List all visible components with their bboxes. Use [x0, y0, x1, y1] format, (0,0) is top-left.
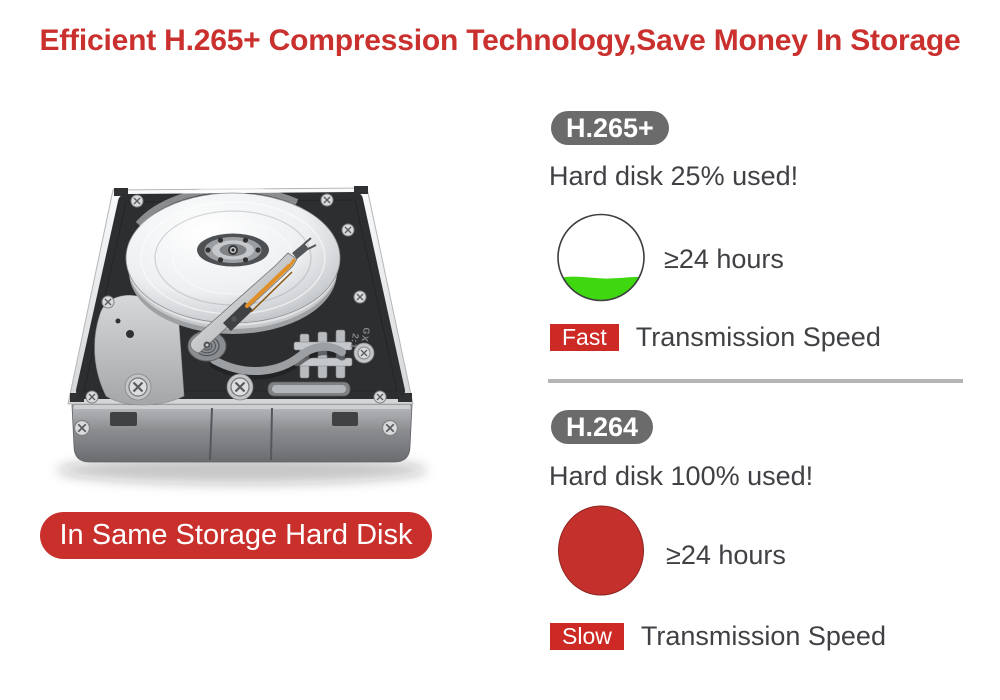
duration-text-h265: ≥24 hours [664, 244, 784, 274]
same-storage-caption-label: In Same Storage Hard Disk [59, 519, 413, 551]
disk-usage-chart-h264 [558, 505, 644, 596]
chassis-screws [124, 373, 254, 401]
drive-base [71, 404, 413, 463]
speed-row-h264: Slow Transmission Speed [550, 621, 886, 652]
codec-pill-h265: H.265+ [551, 111, 669, 145]
hdd-marking-line1: GX [359, 327, 371, 344]
actuator-latch [209, 342, 347, 380]
hard-disk-illustration: GX 2:1 [57, 186, 427, 484]
drop-shadow [57, 456, 427, 484]
speed-caption-h265: Transmission Speed [635, 322, 881, 352]
chassis-casting [94, 295, 185, 406]
section-divider [548, 379, 963, 383]
speed-badge-fast: Fast [550, 324, 619, 351]
disk-usage-chart-h265 [557, 213, 645, 302]
duration-text-h264: ≥24 hours [666, 540, 786, 570]
speed-badge-slow: Slow [550, 623, 624, 650]
usage-text-h265: Hard disk 25% used! [549, 161, 799, 191]
hdd-marking-line2: 2:1 [348, 333, 361, 351]
speed-row-h265: Fast Transmission Speed [550, 322, 881, 353]
usage-text-h264: Hard disk 100% used! [549, 461, 814, 491]
spindle-hub [197, 233, 269, 267]
same-storage-caption-pill: In Same Storage Hard Disk [40, 512, 432, 559]
page-title: Efficient H.265+ Compression Technology,… [39, 24, 961, 57]
speed-caption-h264: Transmission Speed [640, 621, 886, 651]
actuator-arm [187, 237, 317, 362]
codec-pill-h264: H.264 [551, 410, 654, 444]
red-fill-100-percent [558, 505, 644, 596]
green-fill-25-percent [558, 276, 644, 301]
